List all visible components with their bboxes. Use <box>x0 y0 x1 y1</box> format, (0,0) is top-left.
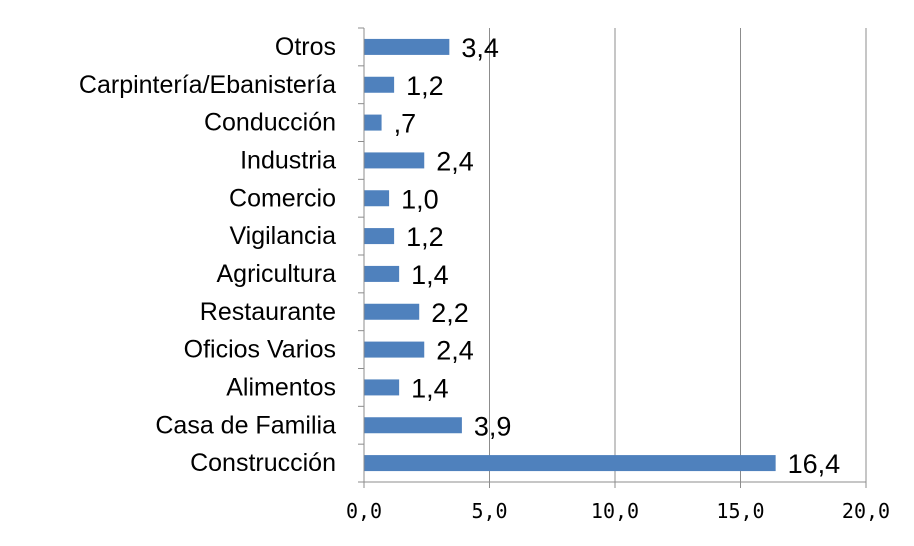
data-label: 1,2 <box>406 222 444 252</box>
data-label: 2,2 <box>431 298 469 328</box>
bar <box>364 379 400 396</box>
data-label: ,7 <box>394 109 417 139</box>
bar <box>364 303 420 320</box>
bar <box>364 265 400 282</box>
x-tick-label: 15,0 <box>716 499 764 523</box>
value-labels: 3,4 1,2 ,7 2,4 1,0 1,2 1,4 2,2 2,4 1,4 3,9 16,4 <box>394 33 841 479</box>
category-label: Comercio <box>229 184 336 212</box>
category-label: Restaurante <box>200 298 336 326</box>
gridlines <box>489 28 867 482</box>
category-label: Conducción <box>204 109 336 137</box>
category-labels: Otros Carpintería/Ebanistería Conducción In… <box>79 33 336 477</box>
bar <box>364 455 776 472</box>
x-axis-ticks: 0,0 5,0 10,0 15,0 20,0 <box>346 499 890 523</box>
bar <box>364 341 425 358</box>
bar <box>364 76 395 93</box>
category-label: Alimentos <box>226 373 336 401</box>
bar <box>364 228 395 245</box>
category-label: Casa de Familia <box>155 411 336 439</box>
x-tick-label: 10,0 <box>591 499 639 523</box>
bar <box>364 152 425 169</box>
category-label: Oficios Varios <box>184 336 336 364</box>
bars <box>364 38 776 472</box>
data-label: 1,0 <box>401 184 439 214</box>
data-label: 1,2 <box>406 71 444 101</box>
bar <box>364 190 390 207</box>
category-label: Vigilancia <box>229 222 336 250</box>
x-tick-label: 20,0 <box>842 499 890 523</box>
category-label: Agricultura <box>217 260 337 288</box>
category-label: Otros <box>275 33 336 61</box>
axes <box>358 27 867 488</box>
x-tick-label: 0,0 <box>346 499 382 523</box>
data-label: 2,4 <box>436 146 474 176</box>
data-label: 3,9 <box>474 411 512 441</box>
category-label: Carpintería/Ebanistería <box>79 71 336 99</box>
category-label: Industria <box>240 146 336 174</box>
bar <box>364 417 462 434</box>
data-label: 1,4 <box>411 260 449 290</box>
x-tick-label: 5,0 <box>471 499 507 523</box>
bar <box>364 38 450 55</box>
bar <box>364 114 382 131</box>
data-label: 1,4 <box>411 373 449 403</box>
data-label: 16,4 <box>788 449 841 479</box>
data-label: 2,4 <box>436 336 474 366</box>
category-label: Construcción <box>190 449 336 477</box>
data-label: 3,4 <box>461 33 499 63</box>
